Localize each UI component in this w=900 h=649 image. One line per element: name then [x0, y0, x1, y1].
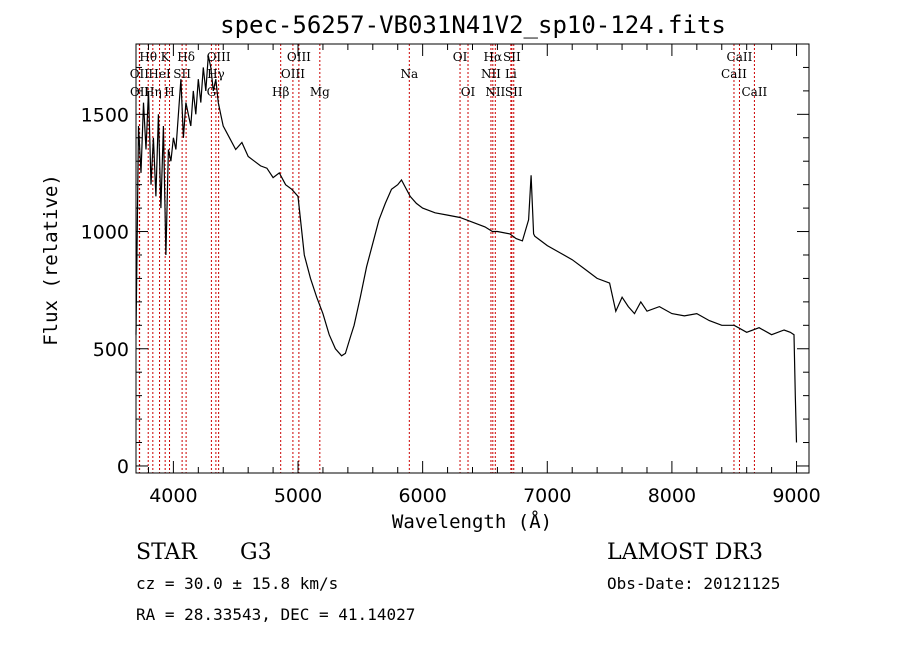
line-marker-label: Hθ [139, 50, 157, 64]
subclass-label: G3 [240, 540, 272, 565]
line-marker-label: OI [461, 85, 476, 99]
emission-line-markers [138, 44, 755, 473]
y-tick-label: 0 [117, 456, 129, 478]
x-tick-label: 7000 [523, 485, 571, 507]
obs-date-label: Obs-Date: 20121125 [607, 574, 780, 593]
line-marker-label: CaII [721, 67, 747, 81]
x-tick-label: 6000 [398, 485, 446, 507]
x-tick-label: 8000 [648, 485, 696, 507]
y-axis-label: Flux (relative) [40, 174, 62, 346]
y-tick-label: 1500 [81, 104, 129, 126]
line-marker-label: Mg [310, 85, 330, 99]
line-marker-label: NII [481, 67, 501, 81]
line-marker-label: OI [453, 50, 468, 64]
x-axis-label: Wavelength (Å) [392, 510, 552, 533]
line-marker-label: Hβ [272, 85, 289, 99]
line-marker-label: OII [130, 67, 150, 81]
line-marker-label: Li [505, 67, 517, 81]
emission-line-labels: HθOIIOIIHηHeIKHSIIHδHγGOIIIHβOIIIOIIIMgN… [130, 50, 768, 99]
line-marker-label: Na [400, 67, 418, 81]
line-marker-label: Hα [484, 50, 503, 64]
line-marker-label: Hη [144, 85, 162, 99]
line-marker-label: CaII [741, 85, 767, 99]
line-marker-label: HeI [148, 67, 171, 81]
line-marker-label: Hγ [207, 67, 225, 81]
y-tick-label: 500 [93, 339, 129, 361]
line-marker-label: OIII [207, 50, 231, 64]
line-marker-label: SII [173, 67, 191, 81]
chart-title: spec-56257-VB031N41V2_sp10-124.fits [220, 11, 726, 39]
line-marker-label: CaII [727, 50, 753, 64]
coords-label: RA = 28.33543, DEC = 41.14027 [136, 605, 415, 624]
y-axis-ticks: 0 500 1000 1500 [81, 66, 809, 478]
line-marker-label: G [207, 85, 217, 99]
y-tick-label: 1000 [81, 222, 129, 244]
redshift-label: cz = 30.0 ± 15.8 km/s [136, 574, 338, 593]
line-marker-label: H [164, 85, 174, 99]
line-marker-label: Hδ [177, 50, 195, 64]
line-marker-label: K [161, 50, 171, 64]
line-marker-label: SII [503, 50, 521, 64]
x-tick-label: 4000 [149, 485, 197, 507]
x-axis-ticks: 4000 5000 6000 7000 8000 9000 [147, 44, 821, 507]
line-marker-label: OII [130, 85, 150, 99]
survey-label: LAMOST DR3 [607, 540, 763, 565]
line-marker-label: OIII [281, 67, 305, 81]
plot-frame [135, 43, 810, 474]
line-marker-label: SII [505, 85, 523, 99]
spectrum-line [135, 55, 798, 443]
class-label: STAR [136, 540, 198, 565]
line-marker-label: OIII [287, 50, 311, 64]
x-tick-label: 9000 [772, 485, 820, 507]
x-tick-label: 5000 [274, 485, 322, 507]
line-marker-label: NII [485, 85, 505, 99]
